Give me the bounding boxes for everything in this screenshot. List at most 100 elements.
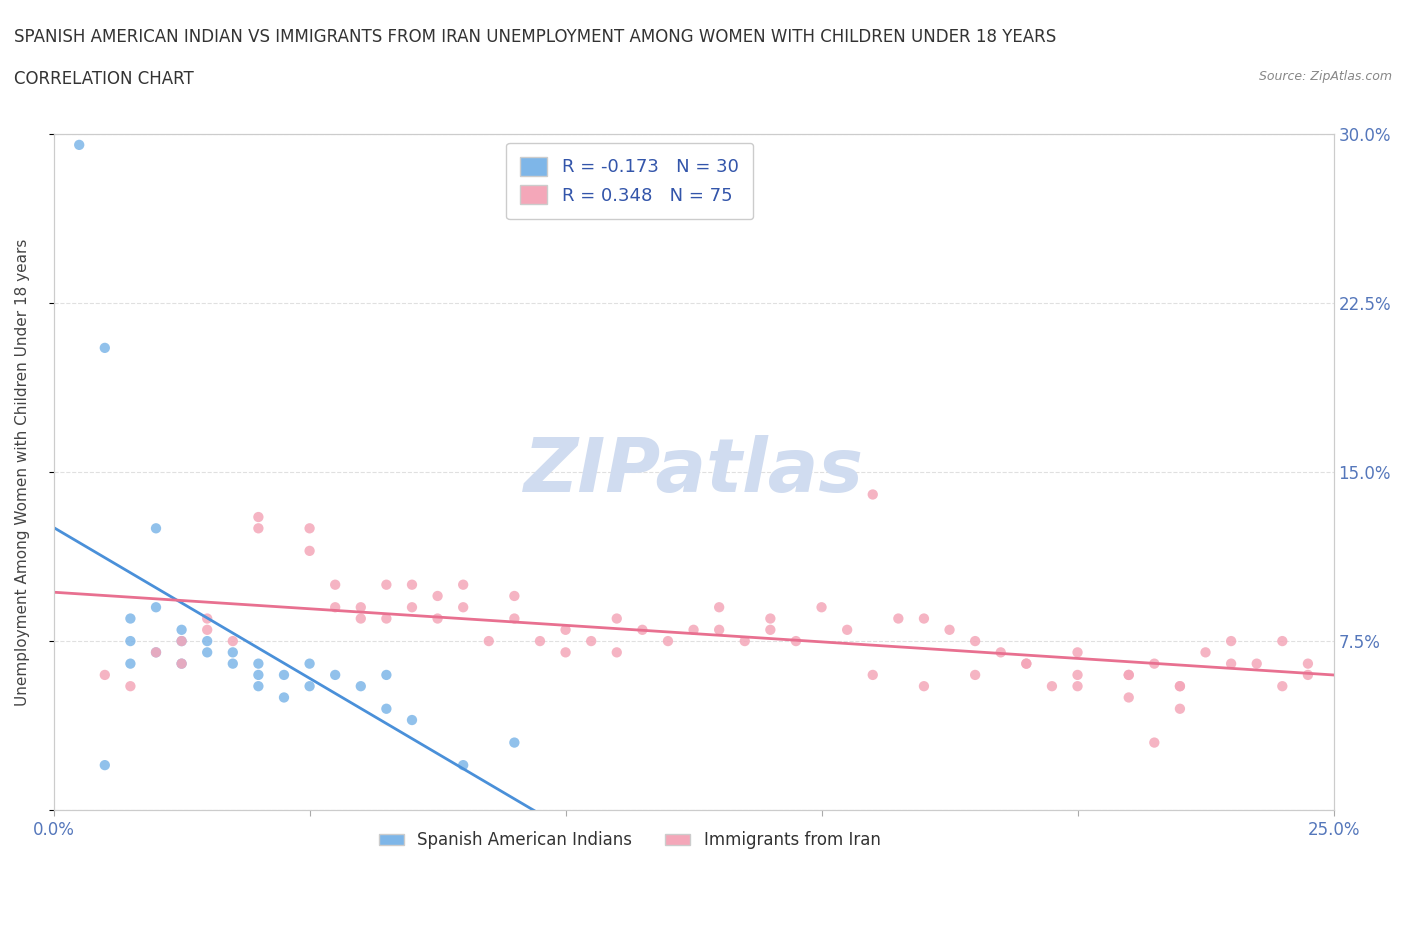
Point <box>554 644 576 659</box>
Point <box>120 611 142 626</box>
Point <box>1296 657 1319 671</box>
Point <box>837 622 859 637</box>
Point <box>67 138 90 153</box>
Point <box>759 611 782 626</box>
Point <box>401 600 423 615</box>
Point <box>1168 701 1191 716</box>
Point <box>478 633 501 648</box>
Point <box>145 644 167 659</box>
Point <box>247 510 270 525</box>
Point <box>1015 657 1038 671</box>
Point <box>298 521 321 536</box>
Point <box>657 633 679 648</box>
Text: SPANISH AMERICAN INDIAN VS IMMIGRANTS FROM IRAN UNEMPLOYMENT AMONG WOMEN WITH CH: SPANISH AMERICAN INDIAN VS IMMIGRANTS FR… <box>14 28 1056 46</box>
Point <box>887 611 910 626</box>
Point <box>1271 679 1294 694</box>
Point <box>145 644 167 659</box>
Point <box>94 668 117 683</box>
Text: Source: ZipAtlas.com: Source: ZipAtlas.com <box>1258 70 1392 83</box>
Point <box>1296 668 1319 683</box>
Text: ZIPatlas: ZIPatlas <box>523 435 863 509</box>
Point <box>195 611 218 626</box>
Point <box>247 668 270 683</box>
Point <box>195 633 218 648</box>
Point <box>375 668 398 683</box>
Point <box>965 633 987 648</box>
Point <box>938 622 960 637</box>
Point <box>375 701 398 716</box>
Point <box>170 657 193 671</box>
Point <box>1066 668 1088 683</box>
Point <box>426 589 449 604</box>
Point <box>503 735 526 750</box>
Point <box>1040 679 1063 694</box>
Point <box>707 622 730 637</box>
Point <box>94 340 117 355</box>
Point <box>810 600 832 615</box>
Point <box>273 690 295 705</box>
Point <box>862 668 884 683</box>
Point <box>273 668 295 683</box>
Point <box>759 622 782 637</box>
Point <box>350 679 373 694</box>
Point <box>606 611 628 626</box>
Point <box>323 668 346 683</box>
Point <box>195 644 218 659</box>
Point <box>170 633 193 648</box>
Point <box>1118 668 1140 683</box>
Point <box>323 578 346 592</box>
Point <box>375 578 398 592</box>
Point <box>247 679 270 694</box>
Point <box>1194 644 1216 659</box>
Point <box>1015 657 1038 671</box>
Point <box>298 543 321 558</box>
Point <box>912 679 935 694</box>
Point <box>195 622 218 637</box>
Point <box>170 633 193 648</box>
Point <box>1143 735 1166 750</box>
Point <box>503 611 526 626</box>
Point <box>1220 657 1243 671</box>
Point <box>529 633 551 648</box>
Legend: Spanish American Indians, Immigrants from Iran: Spanish American Indians, Immigrants fro… <box>373 825 887 856</box>
Point <box>375 611 398 626</box>
Point <box>912 611 935 626</box>
Point <box>862 487 884 502</box>
Point <box>298 657 321 671</box>
Point <box>145 600 167 615</box>
Point <box>222 657 245 671</box>
Point <box>323 600 346 615</box>
Point <box>990 644 1012 659</box>
Point <box>222 644 245 659</box>
Point <box>785 633 807 648</box>
Point <box>120 657 142 671</box>
Point <box>579 633 602 648</box>
Point <box>554 622 576 637</box>
Point <box>1168 679 1191 694</box>
Point <box>120 633 142 648</box>
Point <box>401 578 423 592</box>
Point <box>734 633 756 648</box>
Text: CORRELATION CHART: CORRELATION CHART <box>14 70 194 87</box>
Point <box>1220 633 1243 648</box>
Point <box>451 578 474 592</box>
Point <box>222 633 245 648</box>
Point <box>350 600 373 615</box>
Point <box>426 611 449 626</box>
Point <box>247 521 270 536</box>
Point <box>170 622 193 637</box>
Point <box>350 611 373 626</box>
Point <box>1143 657 1166 671</box>
Point <box>1118 668 1140 683</box>
Point <box>94 758 117 773</box>
Point <box>170 657 193 671</box>
Point <box>247 657 270 671</box>
Point <box>1168 679 1191 694</box>
Point <box>1118 690 1140 705</box>
Point <box>606 644 628 659</box>
Point <box>631 622 654 637</box>
Point <box>1246 657 1268 671</box>
Point <box>145 521 167 536</box>
Point <box>451 758 474 773</box>
Point <box>682 622 704 637</box>
